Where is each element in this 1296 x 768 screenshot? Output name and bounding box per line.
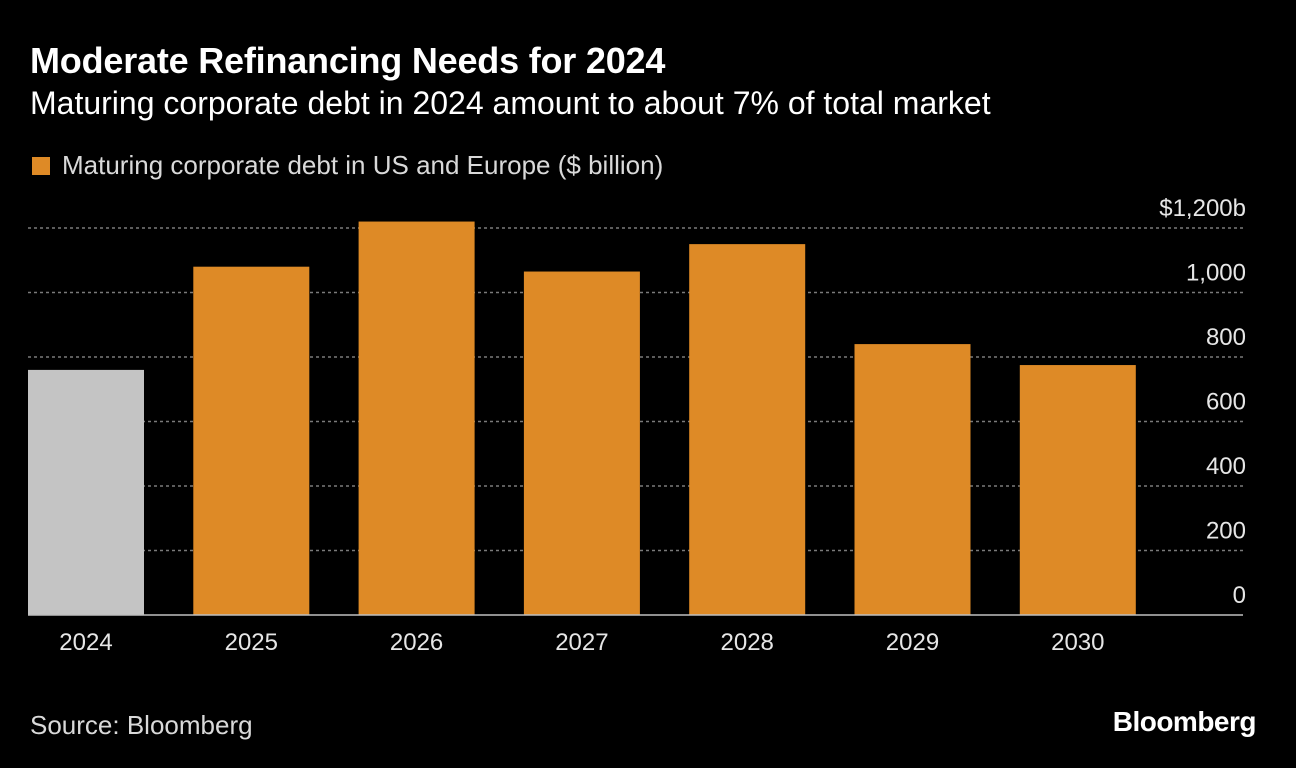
y-tick-label: 0	[1233, 582, 1246, 609]
y-tick-label: 600	[1206, 389, 1246, 416]
bar-2025	[193, 266, 310, 615]
x-tick-label: 2030	[1051, 629, 1104, 656]
source-note: Source: Bloomberg	[30, 710, 253, 740]
bar-2030	[1019, 365, 1136, 615]
x-tick-label: 2028	[721, 629, 774, 656]
bar-2027	[523, 271, 640, 615]
x-tick-label: 2027	[555, 629, 608, 656]
bar-layer	[28, 221, 1136, 616]
x-tick-label: 2024	[59, 629, 112, 656]
y-tick-label: $1,200b	[1159, 195, 1246, 222]
chart-subtitle: Maturing corporate debt in 2024 amount t…	[30, 85, 991, 121]
x-tick-layer: 2024 2025 2026 2027 2028 2029 2030	[59, 629, 1104, 656]
bar-2024	[28, 369, 144, 615]
y-tick-label: 200	[1206, 518, 1246, 545]
x-tick-label: 2026	[390, 629, 443, 656]
chart-legend: Maturing corporate debt in US and Europe…	[32, 150, 663, 181]
y-tick-label: 1,000	[1186, 260, 1246, 287]
bar-2028	[689, 244, 806, 615]
legend-swatch	[32, 156, 50, 175]
bar-2026	[358, 221, 475, 616]
bar-2029	[854, 344, 971, 615]
y-tick-layer: 0 200 400 600 800 1,000 $1,200b	[1159, 195, 1246, 609]
y-tick-label: 800	[1206, 324, 1246, 351]
legend-label: Maturing corporate debt in US and Europe…	[62, 150, 664, 180]
y-tick-label: 400	[1206, 453, 1246, 480]
x-tick-label: 2029	[886, 629, 939, 656]
chart-title: Moderate Refinancing Needs for 2024	[30, 40, 666, 81]
x-tick-label: 2025	[225, 629, 278, 656]
bloomberg-logo: Bloomberg	[1112, 706, 1257, 737]
